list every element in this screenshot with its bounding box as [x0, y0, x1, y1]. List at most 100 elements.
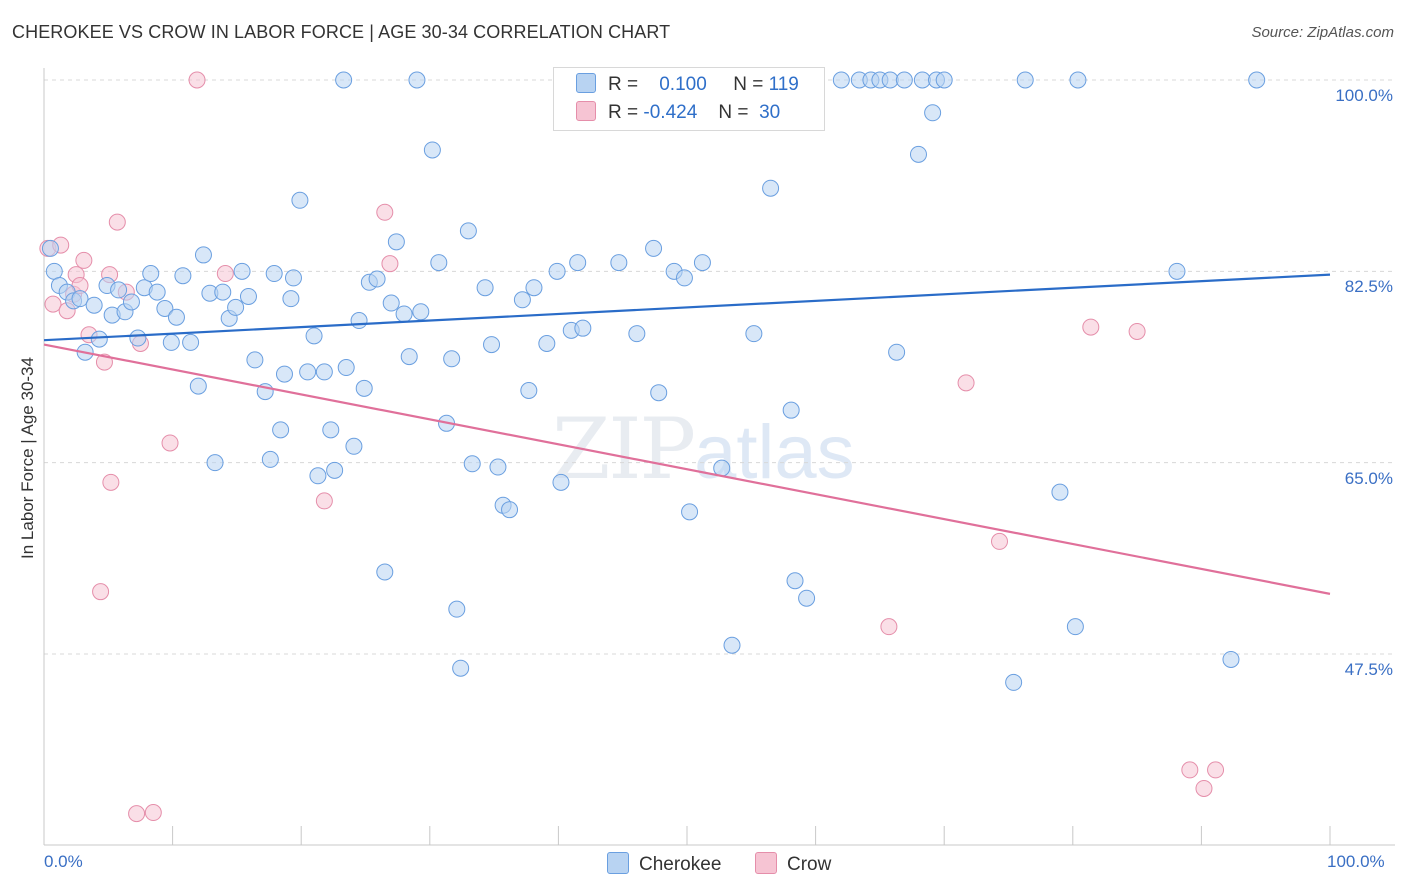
cherokee-point	[913, 71, 931, 89]
cherokee-point	[935, 71, 953, 89]
trend-layer	[43, 273, 1331, 595]
cherokee-point	[610, 254, 628, 272]
cherokee-point	[1069, 71, 1087, 89]
legend-n-value-cherokee: 119	[768, 74, 799, 95]
cherokee-point	[322, 421, 340, 439]
cherokee-point	[272, 421, 290, 439]
crow-point	[44, 295, 62, 313]
cherokee-point	[395, 305, 413, 323]
cherokee-point	[924, 104, 942, 122]
cherokee-point	[182, 333, 200, 351]
cherokee-point	[309, 467, 327, 485]
cherokee-point	[167, 308, 185, 326]
cherokee-point	[675, 269, 693, 287]
cherokee-point	[501, 501, 519, 519]
cherokee-point	[489, 458, 507, 476]
crow-point	[381, 255, 399, 273]
cherokee-point	[71, 290, 89, 308]
cherokee-point	[305, 327, 323, 345]
cherokee-point	[463, 455, 481, 473]
cherokee-point	[335, 71, 353, 89]
y-axis-title: In Labor Force | Age 30-34	[18, 357, 37, 559]
cherokee-point	[430, 254, 448, 272]
x-tick-label-min: 0.0%	[44, 852, 83, 871]
crow-point	[188, 71, 206, 89]
cherokee-point	[189, 377, 207, 395]
legend-r-value-cherokee: 0.100	[659, 74, 707, 95]
cherokee-point	[786, 572, 804, 590]
bottom-legend-swatch-cherokee	[607, 852, 629, 874]
watermark: ZIPatlas	[552, 400, 855, 498]
cherokee-point	[261, 450, 279, 468]
crow-point	[128, 805, 146, 823]
cherokee-point	[45, 262, 63, 280]
source-label: Source: ZipAtlas.com	[1251, 24, 1394, 41]
cherokee-point	[233, 262, 251, 280]
crow-point	[1128, 322, 1146, 340]
crow-points	[39, 71, 1225, 823]
cherokee-point	[1248, 71, 1266, 89]
crow-point	[1082, 318, 1100, 336]
bottom-legend-label-crow: Crow	[787, 854, 832, 875]
cherokee-point	[459, 222, 477, 240]
cherokee-point	[1066, 618, 1084, 636]
cherokee-point	[148, 283, 166, 301]
axis-layer	[43, 68, 1395, 846]
cherokee-point	[713, 459, 731, 477]
cherokee-point	[552, 473, 570, 491]
cherokee-point	[299, 363, 317, 381]
legend-r-label-crow: R =	[608, 102, 639, 123]
cherokee-point	[881, 71, 899, 89]
crow-point	[161, 434, 179, 452]
cherokee-point	[345, 437, 363, 455]
cherokee-point	[628, 325, 646, 343]
cherokee-point	[1005, 673, 1023, 691]
cherokee-point	[291, 191, 309, 209]
cherokee-point	[483, 336, 501, 354]
cherokee-point	[110, 281, 128, 299]
cherokee-point	[326, 461, 344, 479]
cherokee-point	[452, 659, 470, 677]
cherokee-point	[194, 246, 212, 264]
legend-box: R = 0.100 N = 119 R = -0.424 N = 30	[553, 67, 825, 131]
cherokee-point	[520, 382, 538, 400]
crow-point	[990, 532, 1008, 550]
bottom-legend-swatch-crow	[755, 852, 777, 874]
legend-n-value-crow: 30	[759, 102, 781, 123]
bottom-legend-crow: Crow	[755, 852, 831, 876]
crow-point	[1207, 761, 1225, 779]
crow-point	[102, 473, 120, 491]
crow-point	[880, 618, 898, 636]
legend-r-value-crow: -0.424	[643, 102, 698, 123]
y-tick-label: 65.0%	[1344, 468, 1393, 488]
legend-n-label-crow: N =	[718, 102, 749, 123]
cherokee-point	[693, 254, 711, 272]
cherokee-point	[239, 287, 257, 305]
legend-swatch-crow	[576, 101, 596, 121]
cherokee-point	[412, 303, 430, 321]
legend-n-label-cherokee: N =	[733, 74, 764, 95]
cherokee-point	[895, 71, 913, 89]
cherokee-point	[645, 239, 663, 257]
cherokee-point	[246, 351, 264, 369]
cherokee-point	[650, 384, 668, 402]
cherokee-point	[408, 71, 426, 89]
legend-row-cherokee: R = 0.100 N = 119	[576, 73, 799, 99]
cherokee-trend-line	[43, 273, 1331, 342]
cherokee-point	[423, 141, 441, 159]
cherokee-points	[41, 71, 1266, 691]
cherokee-point	[156, 300, 174, 318]
crow-point	[376, 203, 394, 221]
cherokee-point	[85, 296, 103, 314]
cherokee-point	[1051, 483, 1069, 501]
cherokee-point	[368, 270, 386, 288]
crow-point	[1195, 779, 1213, 797]
crow-point	[75, 251, 93, 269]
cherokee-point	[762, 179, 780, 197]
cherokee-point	[400, 348, 418, 366]
cherokee-point	[122, 293, 140, 311]
watermark-zip: ZIP	[552, 400, 696, 498]
bottom-legend-cherokee: Cherokee	[607, 852, 721, 876]
